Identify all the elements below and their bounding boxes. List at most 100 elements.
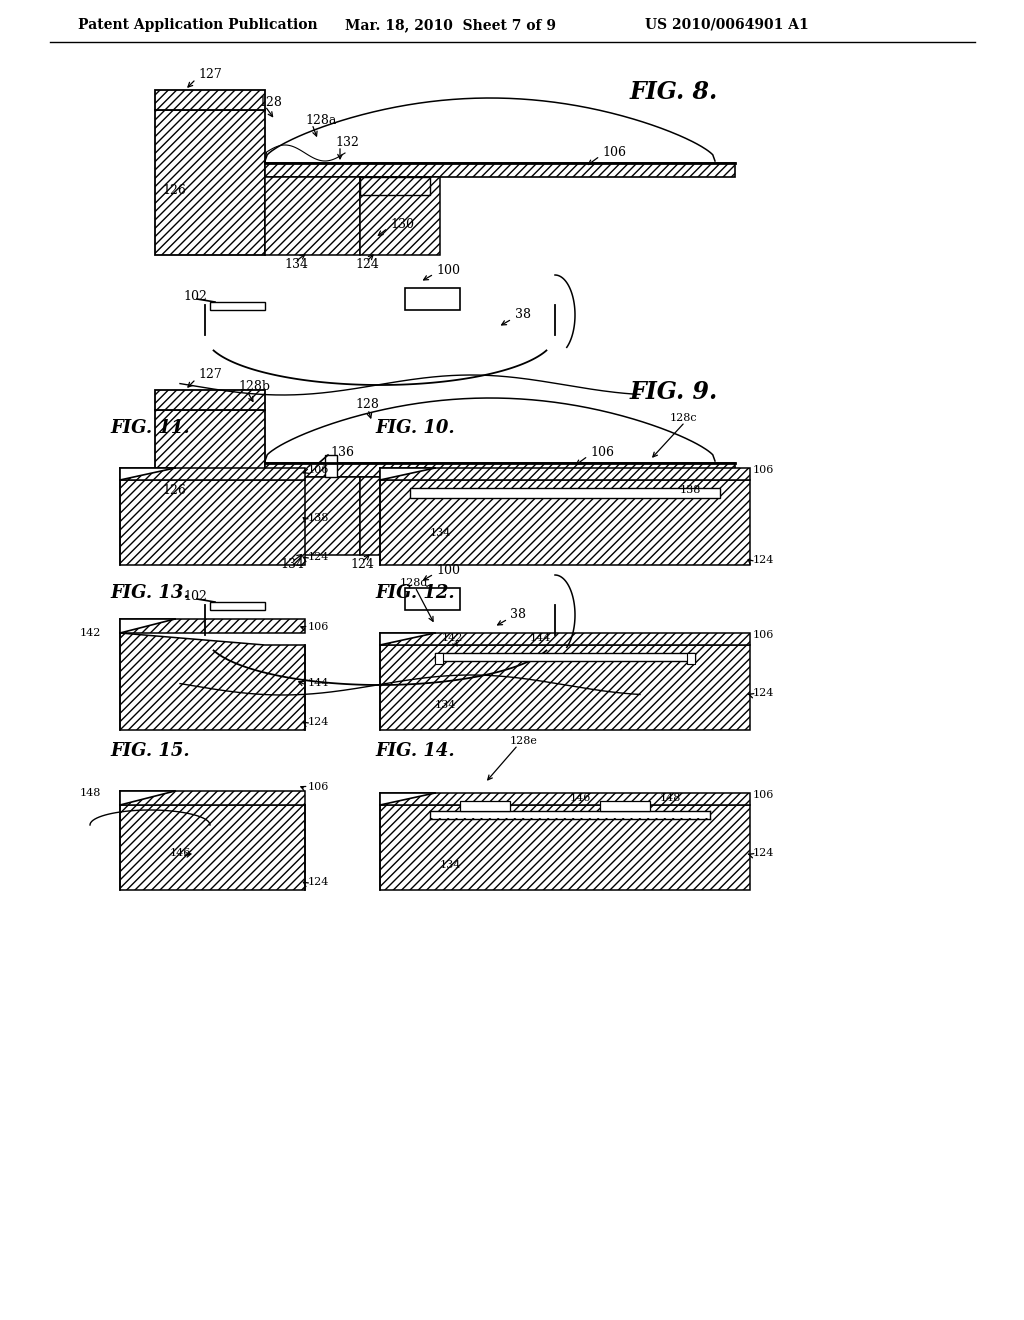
Text: 144: 144 <box>530 634 551 643</box>
Bar <box>360 177 440 255</box>
Bar <box>600 801 650 810</box>
Text: Patent Application Publication: Patent Application Publication <box>78 18 317 32</box>
Bar <box>435 653 695 661</box>
Text: 128b: 128b <box>238 380 270 392</box>
Bar <box>155 90 265 110</box>
Bar <box>325 455 337 477</box>
Text: 128d: 128d <box>400 578 428 587</box>
Bar <box>120 805 305 890</box>
Text: 124: 124 <box>350 558 374 572</box>
Bar <box>120 619 305 634</box>
Text: 134: 134 <box>435 700 457 710</box>
Text: 130: 130 <box>390 218 414 231</box>
Text: US 2010/0064901 A1: US 2010/0064901 A1 <box>645 18 809 32</box>
Text: 106: 106 <box>308 465 330 475</box>
Bar <box>410 488 720 498</box>
Text: 126: 126 <box>162 183 186 197</box>
Polygon shape <box>120 469 175 480</box>
Bar <box>265 177 360 255</box>
Text: FIG. 10.: FIG. 10. <box>375 418 455 437</box>
Bar <box>265 477 360 554</box>
Bar <box>431 812 710 818</box>
Text: 124: 124 <box>753 847 774 858</box>
Bar <box>120 480 305 565</box>
Text: 128: 128 <box>258 95 282 108</box>
Bar <box>380 480 750 565</box>
Text: 144: 144 <box>308 678 330 688</box>
Text: 106: 106 <box>753 630 774 640</box>
Text: Mar. 18, 2010  Sheet 7 of 9: Mar. 18, 2010 Sheet 7 of 9 <box>345 18 556 32</box>
Text: 138: 138 <box>308 513 330 523</box>
Bar <box>406 288 460 310</box>
Text: 124: 124 <box>308 552 330 562</box>
Text: 134: 134 <box>440 861 462 870</box>
Text: 128: 128 <box>355 399 379 412</box>
Text: FIG. 11.: FIG. 11. <box>110 418 189 437</box>
Text: 124: 124 <box>355 259 379 272</box>
Text: 127: 127 <box>198 69 222 82</box>
Polygon shape <box>120 634 305 730</box>
Text: 100: 100 <box>436 264 460 276</box>
Text: 106: 106 <box>753 465 774 475</box>
Bar <box>210 302 265 310</box>
Bar <box>210 602 265 610</box>
Bar <box>380 805 750 890</box>
Polygon shape <box>380 634 435 645</box>
Text: 146: 146 <box>170 847 191 858</box>
Bar <box>360 477 440 554</box>
Bar <box>380 793 750 805</box>
Text: 127: 127 <box>198 368 222 381</box>
Text: FIG. 8.: FIG. 8. <box>630 81 718 104</box>
Text: 38: 38 <box>515 309 531 322</box>
Bar <box>687 653 695 664</box>
Bar <box>120 469 305 480</box>
Text: 106: 106 <box>308 622 330 632</box>
Bar <box>460 801 510 810</box>
Polygon shape <box>120 791 175 805</box>
Text: 124: 124 <box>308 717 330 727</box>
Text: 142: 142 <box>80 628 101 638</box>
Text: 136: 136 <box>330 446 354 458</box>
Text: 132: 132 <box>335 136 358 149</box>
Bar <box>360 177 430 195</box>
Text: 126: 126 <box>162 483 186 496</box>
Bar <box>155 389 265 411</box>
Bar <box>155 411 265 554</box>
Text: 124: 124 <box>308 876 330 887</box>
Text: 128c: 128c <box>670 413 697 422</box>
Text: 124: 124 <box>753 554 774 565</box>
Bar <box>406 587 460 610</box>
Bar <box>155 110 265 255</box>
Bar <box>265 162 735 177</box>
Text: 142: 142 <box>442 634 464 643</box>
Text: 138: 138 <box>680 484 701 495</box>
Text: 38: 38 <box>510 609 526 622</box>
Text: 134: 134 <box>430 528 452 539</box>
Polygon shape <box>380 469 435 480</box>
Text: 134: 134 <box>280 558 304 572</box>
Text: 106: 106 <box>308 781 330 792</box>
Text: 106: 106 <box>590 446 614 458</box>
Text: FIG. 15.: FIG. 15. <box>110 742 189 760</box>
Polygon shape <box>120 619 175 634</box>
Text: 106: 106 <box>602 145 626 158</box>
Text: 106: 106 <box>753 789 774 800</box>
Bar <box>380 634 750 645</box>
Bar <box>265 463 735 477</box>
Text: 124: 124 <box>753 688 774 698</box>
Text: 128e: 128e <box>510 737 538 746</box>
Text: 128a: 128a <box>305 114 336 127</box>
Text: 102: 102 <box>183 590 207 603</box>
Text: FIG. 12.: FIG. 12. <box>375 583 455 602</box>
Text: 148: 148 <box>80 788 101 799</box>
Bar <box>380 645 750 730</box>
Bar <box>120 791 305 805</box>
Bar <box>380 469 750 480</box>
Text: 148: 148 <box>660 793 681 803</box>
Text: FIG. 14.: FIG. 14. <box>375 742 455 760</box>
Text: FIG. 9.: FIG. 9. <box>630 380 718 404</box>
Text: 102: 102 <box>183 290 207 304</box>
Polygon shape <box>380 793 435 805</box>
Text: 134: 134 <box>284 259 308 272</box>
Text: 100: 100 <box>436 564 460 577</box>
